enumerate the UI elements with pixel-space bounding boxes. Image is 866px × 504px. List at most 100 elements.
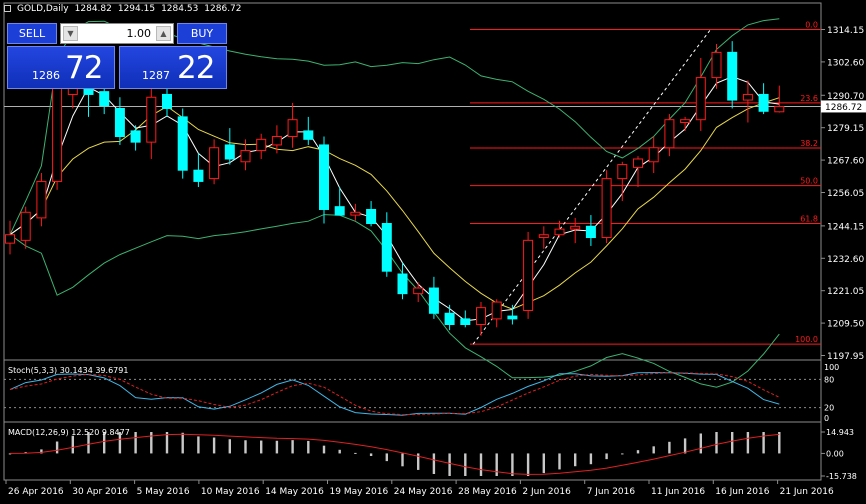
- macd-histogram-bar: [228, 439, 231, 454]
- macd-histogram-bar: [369, 453, 373, 456]
- chart-title-bar: GOLD,Daily 1284.82 1294.15 1284.53 1286.72: [4, 4, 248, 14]
- chart-window-icon: [4, 5, 11, 12]
- macd-histogram-bar: [621, 453, 624, 455]
- macd-histogram-bar: [526, 453, 530, 476]
- sell-button[interactable]: SELL: [7, 23, 57, 44]
- fibonacci-level-label: 61.8: [800, 215, 818, 224]
- buy-button[interactable]: BUY: [177, 23, 227, 44]
- macd-level-label: 0.00: [826, 449, 844, 458]
- candle-body: [664, 119, 675, 149]
- price-axis-label: 1267.60: [827, 157, 864, 167]
- candle-body: [538, 234, 549, 239]
- macd-histogram-bar: [150, 432, 153, 454]
- candle-body: [695, 77, 706, 121]
- macd-histogram-bar: [260, 440, 263, 454]
- candle-body: [680, 119, 691, 124]
- stoch-max-label: 100: [824, 363, 839, 372]
- candle-body: [460, 318, 471, 325]
- candle-body: [523, 239, 534, 311]
- fibonacci-level-label: 38.2: [800, 139, 818, 148]
- candle-body: [648, 147, 659, 163]
- buy-price-pips: 22: [177, 50, 215, 86]
- candle-body: [256, 138, 267, 152]
- macd-histogram-bar: [40, 449, 43, 454]
- date-axis-label: 16 Jun 2016: [715, 487, 769, 497]
- candle-body: [319, 144, 329, 210]
- volume-decrease-icon[interactable]: ▼: [63, 26, 78, 41]
- macd-histogram-bar: [71, 435, 74, 454]
- volume-field[interactable]: ▼ ▲: [60, 23, 174, 44]
- candle-body: [444, 312, 455, 325]
- candle-body: [601, 178, 612, 239]
- sell-price-button[interactable]: 1286 72: [7, 46, 115, 89]
- candle-body: [711, 51, 722, 79]
- date-axis-label: 19 May 2016: [330, 487, 389, 497]
- candle-body: [476, 307, 486, 325]
- candle-body: [570, 225, 581, 230]
- price-axis-label: 1314.15: [827, 26, 864, 36]
- candle-body: [209, 147, 220, 180]
- candle-body: [162, 93, 172, 109]
- price-axis-label: 1279.15: [827, 124, 864, 134]
- fibonacci-level-label: 0.0: [805, 21, 818, 30]
- macd-histogram-bar: [275, 440, 279, 454]
- stoch-label: Stoch(5,3,3) 30.1434 39.6791: [8, 366, 128, 375]
- macd-histogram-bar: [605, 453, 608, 460]
- macd-histogram-bar: [8, 453, 12, 455]
- candle-body: [334, 206, 345, 216]
- moving-average-slow: [9, 97, 780, 310]
- volume-input[interactable]: [81, 26, 151, 41]
- candle-body: [397, 273, 408, 295]
- stoch-signal-line: [9, 372, 780, 416]
- date-axis-label: 21 Jun 2016: [780, 487, 834, 497]
- macd-histogram-bar: [401, 453, 404, 467]
- fibonacci-level-label: 100.0: [795, 335, 818, 344]
- macd-histogram-bar: [417, 453, 420, 470]
- candle-body: [271, 136, 282, 146]
- date-axis-label: 7 Jun 2016: [587, 487, 636, 497]
- stoch-min-label: 0: [824, 414, 829, 423]
- macd-histogram-bar: [668, 441, 671, 454]
- symbol-label: GOLD,Daily: [17, 4, 69, 14]
- candle-body: [177, 116, 188, 171]
- volume-increase-icon[interactable]: ▲: [156, 26, 171, 41]
- fibonacci-level-label: 23.6: [800, 94, 818, 103]
- candle-body: [428, 287, 439, 314]
- close-value: 1286.72: [204, 4, 242, 14]
- candle-body: [381, 223, 392, 272]
- price-axis-label: 1290.70: [827, 92, 864, 102]
- date-axis-label: 10 May 2016: [201, 487, 260, 497]
- fibonacci-trendline: [472, 29, 711, 345]
- macd-histogram-bar: [746, 432, 750, 454]
- macd-histogram-bar: [432, 453, 436, 474]
- candle-body: [585, 225, 596, 239]
- candle-body: [413, 287, 424, 295]
- macd-histogram-bar: [683, 438, 687, 454]
- sell-price-pips: 72: [65, 50, 103, 86]
- macd-histogram-bar: [778, 432, 781, 454]
- date-axis-label: 30 Apr 2016: [72, 487, 128, 497]
- macd-histogram-bar: [762, 432, 765, 454]
- date-axis-label: 2 Jun 2016: [522, 487, 571, 497]
- candle-body: [36, 180, 47, 219]
- macd-histogram-bar: [636, 450, 640, 454]
- fibonacci-level-label: 50.0: [800, 177, 818, 186]
- macd-level-label: 14.943: [826, 428, 854, 437]
- candle-body: [287, 119, 298, 138]
- macd-signal-line: [9, 433, 780, 475]
- buy-price-button[interactable]: 1287 22: [119, 46, 227, 89]
- macd-histogram-bar: [134, 432, 137, 454]
- macd-histogram-bar: [307, 440, 310, 454]
- stoch-main-line: [9, 372, 780, 416]
- date-axis-label: 28 May 2016: [458, 487, 517, 497]
- candle-body: [83, 88, 94, 95]
- candle-body: [491, 301, 502, 320]
- macd-histogram-bar: [589, 453, 593, 465]
- sell-price-major: 1286: [32, 69, 60, 82]
- macd-histogram-bar: [244, 440, 247, 454]
- macd-histogram-bar: [385, 453, 388, 462]
- candle-body: [130, 130, 141, 143]
- high-value: 1294.15: [117, 4, 156, 14]
- candle-body: [507, 315, 518, 320]
